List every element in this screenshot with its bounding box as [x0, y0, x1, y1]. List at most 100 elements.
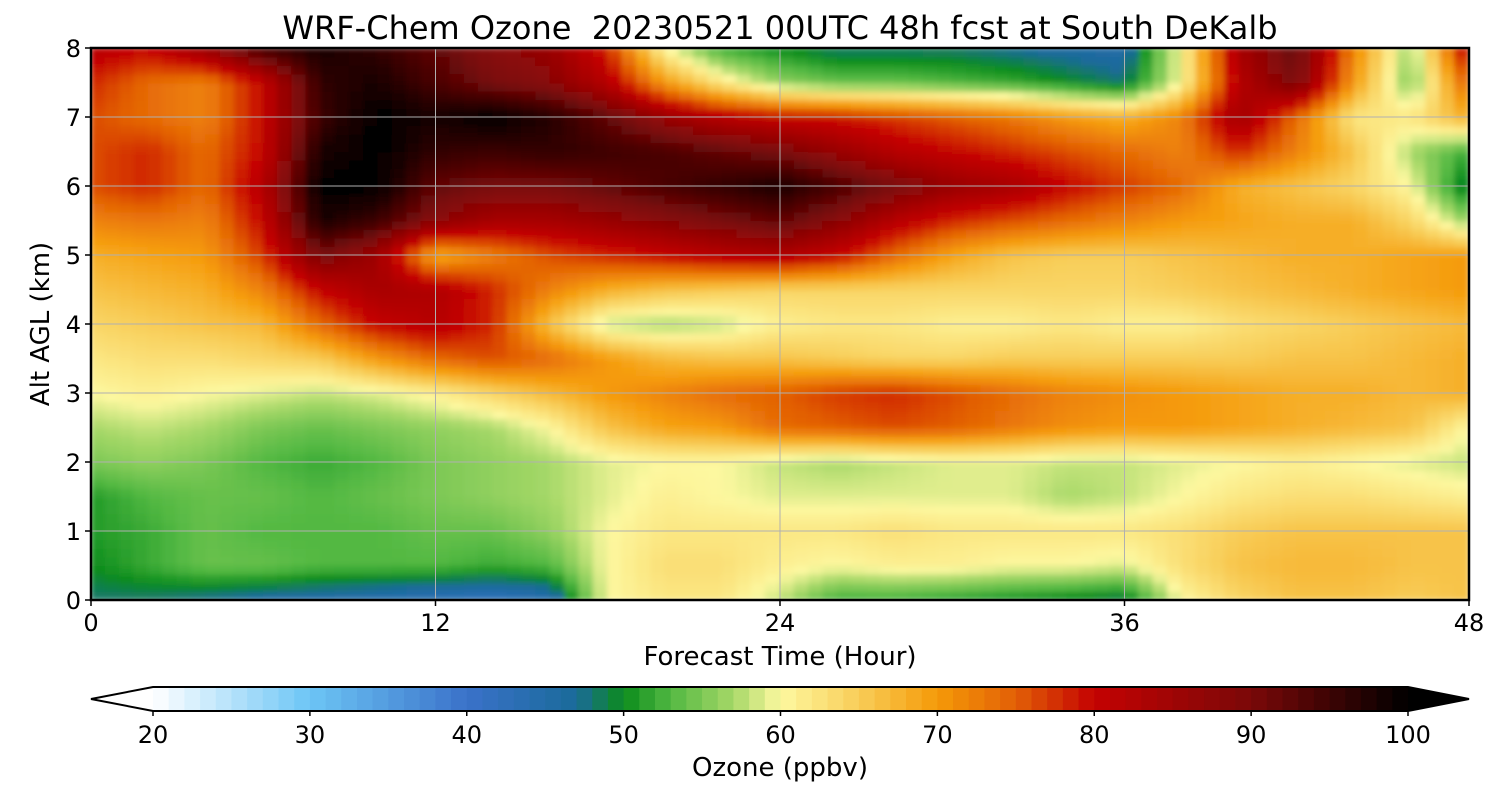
- heatmap-cell: [248, 211, 264, 222]
- heatmap-cell: [119, 418, 135, 429]
- heatmap-cell: [607, 495, 623, 506]
- heatmap-cell: [205, 461, 221, 472]
- heatmap-cell: [951, 564, 968, 575]
- heatmap-cell: [1238, 470, 1255, 480]
- heatmap-cell: [1095, 349, 1111, 360]
- heatmap-cell: [320, 452, 336, 463]
- heatmap-cell: [1210, 306, 1226, 316]
- heatmap-cell: [951, 237, 968, 247]
- heatmap-cell: [592, 495, 609, 506]
- heatmap-cell: [1324, 332, 1341, 342]
- heatmap-cell: [506, 539, 523, 549]
- heatmap-cell: [1425, 392, 1441, 403]
- heatmap-cell: [1324, 314, 1341, 325]
- heatmap-cell: [190, 340, 207, 351]
- heatmap-cell: [219, 409, 236, 420]
- heatmap-cell: [779, 297, 795, 308]
- heatmap-cell: [1253, 228, 1269, 239]
- heatmap-cell: [506, 426, 523, 437]
- heatmap-cell: [449, 332, 465, 342]
- heatmap-cell: [765, 150, 781, 161]
- heatmap-cell: [1095, 573, 1111, 584]
- heatmap-cell: [1425, 487, 1441, 498]
- heatmap-cell: [894, 392, 910, 403]
- heatmap-cell: [492, 513, 508, 523]
- heatmap-cell: [291, 176, 307, 187]
- heatmap-cell: [1367, 452, 1384, 463]
- heatmap-cell: [133, 245, 150, 256]
- heatmap-cell: [1109, 461, 1126, 472]
- heatmap-cell: [1339, 176, 1355, 187]
- heatmap-cell: [693, 495, 709, 506]
- heatmap-cell: [1396, 401, 1413, 411]
- heatmap-cell: [1454, 263, 1469, 273]
- heatmap-cell: [1166, 564, 1183, 575]
- heatmap-cell: [147, 202, 164, 213]
- heatmap-cell: [865, 444, 882, 454]
- heatmap-cell: [980, 323, 996, 334]
- heatmap-cell: [635, 297, 652, 308]
- heatmap-cell: [190, 521, 207, 532]
- heatmap-cell: [1281, 263, 1298, 273]
- heatmap-cell: [678, 426, 695, 437]
- heatmap-cell: [1166, 478, 1183, 489]
- heatmap-cell: [233, 271, 250, 282]
- heatmap-cell: [1037, 280, 1054, 291]
- heatmap-cell: [1037, 349, 1054, 360]
- heatmap-cell: [592, 254, 609, 265]
- heatmap-cell: [1454, 150, 1469, 161]
- heatmap-cell: [1454, 245, 1469, 256]
- heatmap-cell: [449, 435, 465, 446]
- heatmap-cell: [377, 150, 394, 161]
- heatmap-cell: [521, 176, 537, 187]
- heatmap-cell: [535, 556, 551, 567]
- heatmap-cell: [1310, 323, 1327, 334]
- heatmap-cell: [564, 383, 580, 394]
- heatmap-cell: [1367, 159, 1384, 170]
- heatmap-cell: [1339, 435, 1355, 446]
- heatmap-cell: [1353, 211, 1370, 222]
- heatmap-cell: [937, 582, 953, 592]
- heatmap-cell: [1152, 271, 1169, 282]
- heatmap-cell: [506, 280, 523, 291]
- heatmap-cell: [1396, 288, 1413, 299]
- heatmap-cell: [1396, 547, 1413, 558]
- heatmap-cell: [1123, 168, 1140, 178]
- heatmap-cell: [219, 478, 236, 489]
- heatmap-cell: [1238, 513, 1255, 523]
- heatmap-cell: [1052, 487, 1068, 498]
- heatmap-cell: [205, 452, 221, 463]
- heatmap-cell: [1195, 237, 1212, 247]
- heatmap-cell: [793, 470, 810, 480]
- heatmap-cell: [951, 573, 968, 584]
- heatmap-cell: [650, 444, 666, 454]
- heatmap-cell: [564, 470, 580, 480]
- heatmap-cell: [492, 150, 508, 161]
- heatmap-cell: [377, 211, 394, 222]
- heatmap-cell: [535, 530, 551, 541]
- heatmap-cell: [1152, 435, 1169, 446]
- heatmap-cell: [277, 245, 293, 256]
- heatmap-cell: [980, 547, 996, 558]
- heatmap-cell: [966, 340, 982, 351]
- heatmap-cell: [190, 409, 207, 420]
- heatmap-cell: [836, 504, 853, 515]
- heatmap-cell: [477, 478, 494, 489]
- heatmap-cell: [1224, 159, 1240, 170]
- heatmap-cell: [1009, 366, 1025, 377]
- heatmap-cell: [506, 573, 523, 584]
- heatmap-cell: [377, 426, 394, 437]
- heatmap-cell: [994, 470, 1011, 480]
- heatmap-cell: [535, 470, 551, 480]
- heatmap-cell: [219, 573, 236, 584]
- heatmap-cell: [937, 444, 953, 454]
- heatmap-cell: [822, 323, 839, 334]
- heatmap-cell: [937, 375, 953, 385]
- heatmap-cell: [1324, 556, 1341, 567]
- heatmap-cell: [894, 150, 910, 161]
- heatmap-cell: [994, 219, 1011, 230]
- heatmap-cell: [377, 573, 394, 584]
- heatmap-cell: [865, 185, 882, 196]
- heatmap-cell: [851, 573, 867, 584]
- heatmap-cell: [549, 513, 566, 523]
